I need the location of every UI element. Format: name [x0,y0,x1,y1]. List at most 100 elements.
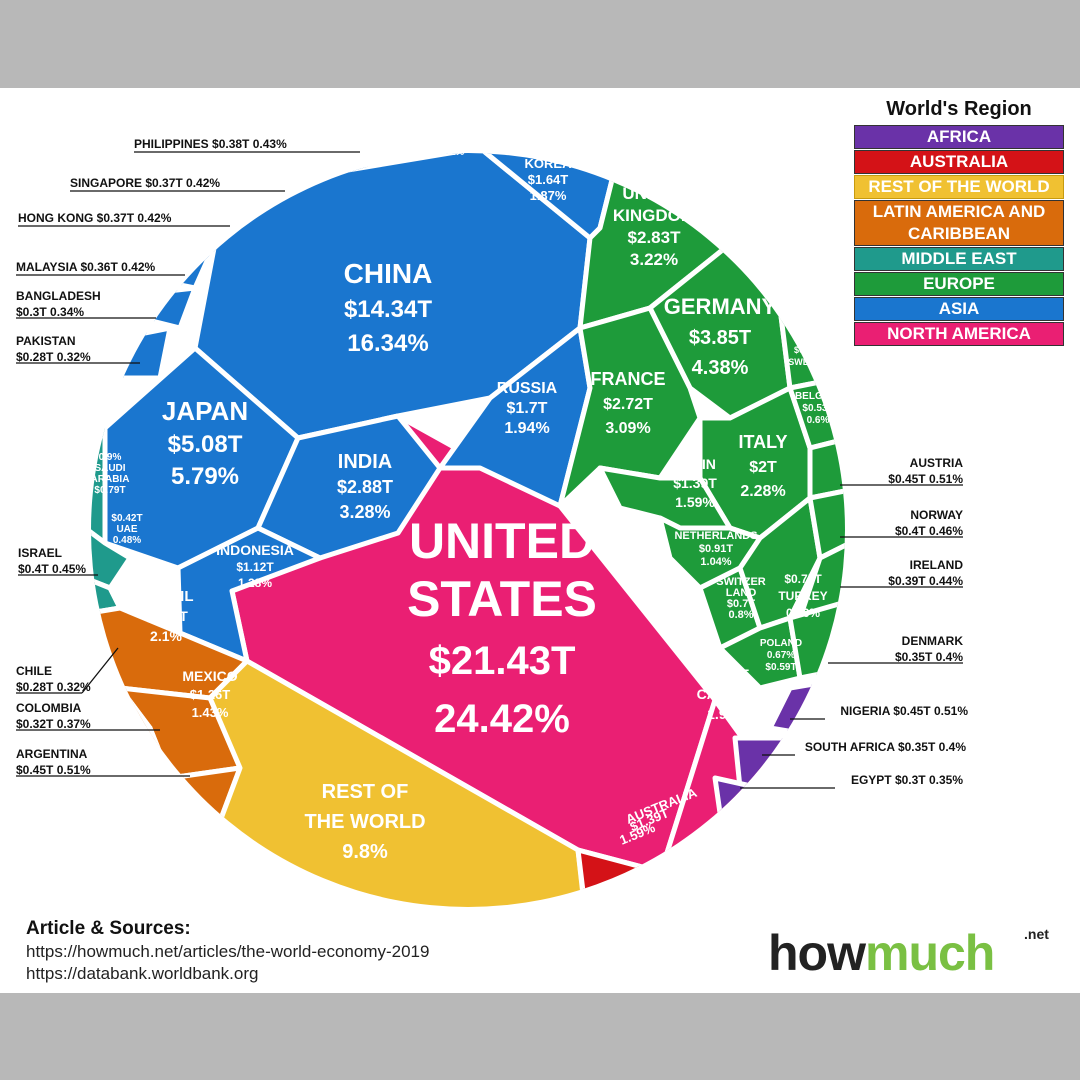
cell-label-turkey: 0.86% [786,606,820,620]
cell-label-poland: $0.59T [765,662,796,673]
cell-label-united-states: STATES [407,571,597,627]
legend: World's Region AFRICA AUSTRALIA REST OF TH… [854,98,1064,346]
sources: Article & Sources: https://howmuch.net/a… [26,918,429,984]
cell-label-rest-of-world: THE WORLD [304,811,425,833]
callout-israel: ISRAEL [18,546,62,560]
cell-label-thailand: $0.54T [434,137,465,148]
cell-label-poland: 0.67% [767,650,795,661]
cell-label-brazil: 2.1% [150,628,182,644]
cell-label-uae: UAE [116,524,137,535]
cell-label-saudi-arabia: ARABIA [91,474,130,485]
cell-label-united-states: 24.42% [434,697,570,741]
cell-label-thailand: 0.62% [436,147,464,158]
infographic-frame: UNITED STATES $21.43T 24.42% CHINA $14.34T 16.… [0,88,1080,993]
sources-title: Article & Sources: [26,918,191,939]
cell-label-poland: POLAND [760,638,802,649]
cell-label-switzerland: $0.7T [727,598,755,610]
cell-label-spain: 1.59% [675,494,715,510]
cell-label-switzerland: SWITZER [716,576,766,588]
cell-label-rest-of-world: 9.8% [342,841,388,863]
cell-colombia [112,725,163,831]
legend-item: EUROPE [854,272,1064,296]
cell-austria [807,435,845,501]
cell-label-india: $2.88T [337,477,393,497]
cell-label-united-states: UNITED [409,513,595,569]
cell-label-canada: CANADA [697,686,758,702]
cell-label-brazil: $1.84T [144,608,188,624]
cell-label-china: 16.34% [347,330,428,357]
cell-label-turkey: $0.75T [784,572,822,586]
cell-label-belgium: $0.53T [802,403,833,414]
cell-label-germany: $3.85T [689,327,751,349]
callout-south-africa: SOUTH AFRICA $0.35T 0.4% [805,740,966,754]
cell-label-south-korea: SOUTH [525,140,571,155]
cell-label-sweden: 0.6% [798,333,819,343]
cell-label-turkey: TURKEY [778,589,827,603]
callout-malaysia: MALAYSIA $0.36T 0.42% [16,260,156,274]
callout-denmark: DENMARK [902,634,964,648]
callout-denmark: $0.35T 0.4% [895,650,963,664]
callout-egypt: EGYPT $0.3T 0.35% [851,773,963,787]
voronoi-treemap-chart: UNITEDSTATES$21.43T24.42%CHINA$14.34T16.… [16,126,968,907]
cell-label-france: FRANCE [591,369,666,389]
legend-item: NORTH AMERICA [854,322,1064,346]
callout-argentina: ARGENTINA [16,747,88,761]
cell-label-mexico: $1.26T [190,687,231,702]
source-link[interactable]: https://databank.worldbank.org [26,964,259,983]
cell-label-uk: 3.22% [630,250,678,269]
cell-australia [575,845,738,907]
cell-label-japan: $5.08T [168,431,243,458]
cell-label-saudi-arabia: SAUDI [94,463,125,474]
callout-ireland: IRELAND [910,558,964,572]
cell-singapore [237,160,303,201]
cell-label-rest-of-world: REST OF [322,781,409,803]
cell-label-united-states: $21.43T [429,639,576,683]
cell-label-sweden: $0.53T [794,345,823,355]
howmuch-logo: howmuch .net [768,924,1049,982]
cell-pakistan [107,325,173,381]
cell-label-thailand: THAILAND [422,126,478,138]
callout-philippines: PHILIPPINES $0.38T 0.43% [134,137,287,151]
cell-label-germany: GERMANY [664,294,777,319]
cell-label-belgium: 0.6% [807,415,830,426]
cell-ireland [797,535,845,621]
callout-nigeria: NIGERIA $0.45T 0.51% [840,704,968,718]
cell-uae [91,525,133,591]
cell-label-netherlands: 1.04% [700,556,731,568]
callout-pakistan: PAKISTAN [16,334,76,348]
legend-item: MIDDLE EAST [854,247,1064,271]
cell-label-south-korea: 1.87% [530,188,567,203]
cell-label-china: $14.34T [344,296,432,323]
callout-leader-line [81,647,119,694]
cell-label-japan: JAPAN [162,396,248,426]
logo-how: how [768,925,866,981]
cell-label-canada: 1.98% [707,706,747,722]
cell-label-uae: 0.48% [113,535,141,546]
cell-egypt [712,775,763,821]
cell-label-saudi-arabia: 0.9% [99,452,122,463]
callout-chile: $0.28T 0.32% [16,680,91,694]
cell-label-switzerland: 0.8% [728,609,753,621]
legend-item: AFRICA [854,125,1064,149]
cell-label-south-korea: KOREA [525,156,573,171]
cell-label-italy: ITALY [738,432,787,452]
callout-chile: CHILE [16,664,52,678]
cell-label-india: 3.28% [339,502,390,522]
callout-ireland: $0.39T 0.44% [888,574,963,588]
cell-label-russia: 1.94% [504,420,549,437]
cell-label-france: $2.72T [603,396,653,413]
source-link[interactable]: https://howmuch.net/articles/the-world-e… [26,942,430,961]
callout-colombia: $0.32T 0.37% [16,717,91,731]
cell-label-indonesia: 1.28% [238,576,272,590]
cell-label-spain: SPAIN [674,456,716,472]
cell-label-russia: $1.7T [507,400,548,417]
legend-item: ASIA [854,297,1064,321]
legend-title: World's Region [886,98,1032,120]
cell-label-mexico: MEXICO [182,668,237,684]
cell-label-uk: UNITED [622,184,685,203]
callout-norway: NORWAY [910,508,963,522]
cell-label-india: INDIA [338,451,392,473]
logo-much: much [864,925,995,981]
cell-label-belgium: BELGIUM [795,391,841,402]
legend-item: REST OF THE WORLD [854,175,1064,199]
